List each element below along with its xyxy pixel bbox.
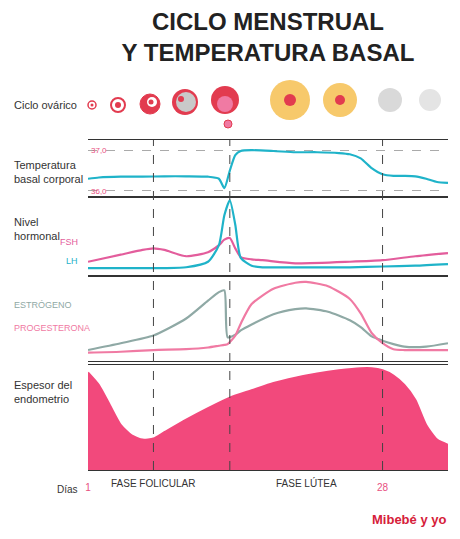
svg-text:Temperaturabasal corporal: Temperaturabasal corporal (14, 159, 83, 185)
svg-text:28: 28 (377, 482, 389, 493)
svg-text:Espesor delendometrio: Espesor delendometrio (14, 379, 72, 405)
svg-text:FASE LÚTEA: FASE LÚTEA (276, 477, 337, 489)
svg-text:Días: Días (57, 484, 78, 495)
svg-text:Nivelhormonal: Nivelhormonal (14, 216, 60, 242)
svg-text:1: 1 (85, 482, 91, 493)
svg-text:37,0: 37,0 (91, 146, 107, 155)
svg-text:FASE FOLICULAR: FASE FOLICULAR (111, 478, 195, 489)
svg-text:LH: LH (66, 256, 78, 266)
svg-text:36,0: 36,0 (91, 187, 107, 196)
svg-text:Mibebé y yo: Mibebé y yo (372, 512, 446, 527)
svg-text:ESTRÓGENO: ESTRÓGENO (14, 300, 72, 310)
svg-text:CICLO MENSTRUALY TEMPERATURA B: CICLO MENSTRUALY TEMPERATURA BASAL (122, 8, 415, 66)
svg-text:PROGESTERONA: PROGESTERONA (14, 323, 90, 333)
svg-text:Ciclo ovárico: Ciclo ovárico (14, 99, 77, 111)
svg-text:FSH: FSH (60, 237, 78, 247)
